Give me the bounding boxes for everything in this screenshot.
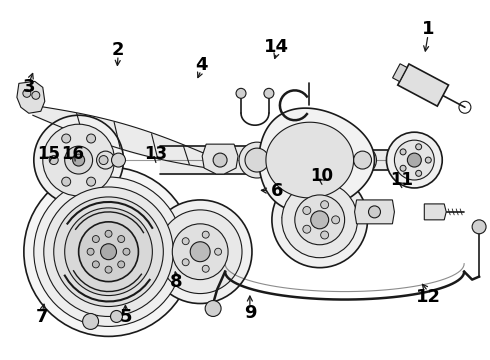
Circle shape [49,156,58,165]
Circle shape [332,216,340,224]
Circle shape [387,132,442,188]
Circle shape [272,172,368,268]
Circle shape [425,157,431,163]
Circle shape [83,314,98,329]
Circle shape [172,224,228,280]
Circle shape [158,210,242,293]
Polygon shape [17,81,45,113]
Text: 15: 15 [37,145,60,163]
Text: 13: 13 [145,145,168,163]
Circle shape [311,211,329,229]
Text: 7: 7 [36,308,49,326]
Circle shape [73,154,85,166]
Polygon shape [266,122,354,198]
Circle shape [400,149,406,155]
Circle shape [99,156,108,165]
Circle shape [32,91,40,99]
Circle shape [416,144,421,150]
Circle shape [202,265,209,272]
Circle shape [205,301,221,316]
Circle shape [44,187,173,316]
Circle shape [111,310,122,323]
Polygon shape [282,205,338,225]
Text: 6: 6 [270,183,283,201]
Circle shape [87,177,96,186]
Text: 11: 11 [390,171,413,189]
Circle shape [105,230,112,237]
Circle shape [97,151,115,169]
Circle shape [43,124,115,196]
Text: 2: 2 [112,41,124,59]
Circle shape [213,153,227,167]
Circle shape [24,167,193,336]
Polygon shape [355,200,394,224]
Text: 4: 4 [195,56,207,74]
Circle shape [472,220,486,234]
Circle shape [303,225,311,233]
Circle shape [400,165,406,171]
Circle shape [87,134,96,143]
Circle shape [239,142,275,178]
Circle shape [118,235,124,243]
Circle shape [394,140,434,180]
Text: 10: 10 [311,167,334,185]
Circle shape [416,170,421,176]
Circle shape [100,244,117,260]
Text: 14: 14 [264,38,289,56]
Text: 1: 1 [422,21,434,39]
Circle shape [105,266,112,273]
Circle shape [62,134,71,143]
Circle shape [118,261,124,268]
Text: 5: 5 [119,308,132,326]
Circle shape [54,197,163,306]
Circle shape [78,222,138,282]
Circle shape [23,89,31,97]
Circle shape [87,248,94,255]
Circle shape [92,261,99,268]
Circle shape [123,248,130,255]
Text: 8: 8 [171,273,183,291]
Circle shape [236,88,246,98]
Circle shape [215,248,221,255]
Circle shape [112,153,125,167]
Circle shape [320,201,329,209]
Circle shape [354,151,371,169]
Polygon shape [392,64,407,82]
Text: 16: 16 [62,145,85,163]
Circle shape [182,259,189,266]
Circle shape [348,146,376,174]
Circle shape [295,195,344,245]
Circle shape [34,177,183,327]
Circle shape [34,115,123,205]
Polygon shape [202,144,238,174]
Circle shape [92,235,99,243]
Circle shape [282,182,358,258]
Polygon shape [259,108,374,212]
Circle shape [62,177,71,186]
Circle shape [148,200,252,303]
Circle shape [65,208,152,296]
Polygon shape [424,204,446,220]
Text: 3: 3 [23,78,35,96]
Circle shape [190,242,210,262]
Circle shape [245,148,269,172]
Text: 9: 9 [244,304,256,322]
Circle shape [320,231,329,239]
Circle shape [65,146,93,174]
Circle shape [202,231,209,238]
Text: 12: 12 [416,288,441,306]
Circle shape [368,206,380,218]
Polygon shape [398,64,448,106]
Circle shape [264,88,274,98]
Circle shape [407,153,421,167]
Circle shape [303,207,311,215]
Circle shape [182,238,189,245]
